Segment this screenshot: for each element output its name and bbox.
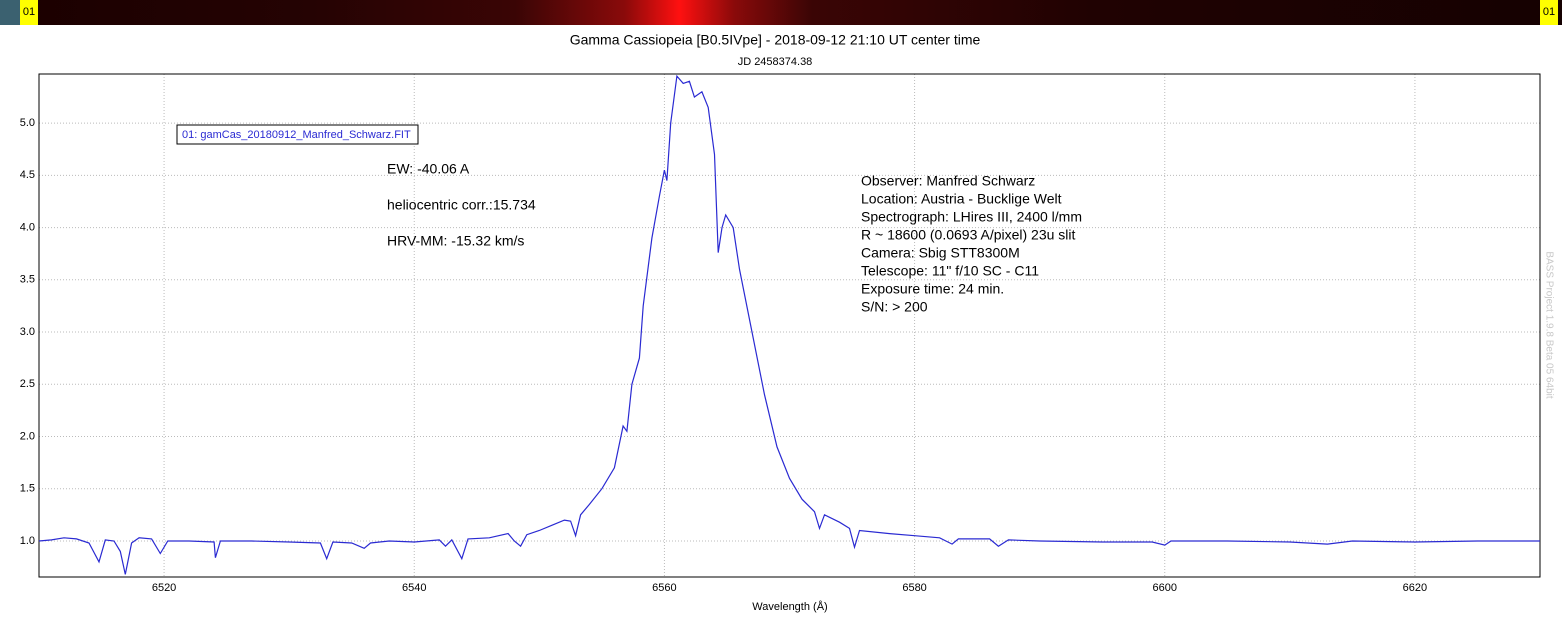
y-tick-label: 2.0 [20,430,35,442]
observer-info: R ~ 18600 (0.0693 A/pixel) 23u slit [861,227,1076,243]
legend-box [176,124,419,145]
measurement-text: EW: -40.06 A [387,161,470,177]
measurement-text: HRV-MM: -15.32 km/s [387,233,524,249]
observer-info: S/N: > 200 [861,299,928,315]
x-axis-label: Wavelength (Å) [752,600,827,613]
y-tick-label: 2.5 [20,378,35,390]
chart: Gamma Cassiopeia [B0.5IVpe] - 2018-09-12… [20,32,1555,613]
watermark: BASS Project 1.9.8 Beta 05 64bit [1543,251,1554,399]
x-tick-label: 6560 [652,582,676,594]
spectrum-strip: 01 01 [0,0,1562,25]
y-tick-label: 4.5 [20,169,35,181]
y-tick-label: 5.0 [20,117,35,129]
x-tick-label: 6580 [902,582,926,594]
observer-info: Telescope: 11" f/10 SC - C11 [861,263,1039,279]
observer-info: Camera: Sbig STT8300M [861,245,1020,261]
chart-subtitle: JD 2458374.38 [738,56,813,68]
spectrum-line [38,74,1540,575]
measurement-text: heliocentric corr.:15.734 [387,197,536,213]
x-tick-label: 6540 [402,582,426,594]
observer-info: Spectrograph: LHires III, 2400 l/mm [861,209,1082,225]
x-tick-label: 6620 [1403,582,1427,594]
y-tick-label: 3.5 [20,274,35,286]
x-tick-label: 6600 [1153,582,1177,594]
x-tick-label: 6520 [152,582,176,594]
plot-frame [38,73,1541,578]
strip-left-label: 01 [20,0,38,25]
observer-info: Observer: Manfred Schwarz [861,173,1035,189]
y-tick-label: 3.0 [20,326,35,338]
chart-title: Gamma Cassiopeia [B0.5IVpe] - 2018-09-12… [570,32,981,48]
strip-block [0,0,20,25]
y-tick-label: 1.5 [20,483,35,495]
y-tick-label: 4.0 [20,221,35,233]
y-tick-label: 1.0 [20,535,35,547]
legend-entry: 01: gamCas_20180912_Manfred_Schwarz.FIT [182,129,411,141]
observer-info: Exposure time: 24 min. [861,281,1004,297]
observer-info: Location: Austria - Bucklige Welt [861,191,1062,207]
strip-right-label: 01 [1540,0,1558,25]
